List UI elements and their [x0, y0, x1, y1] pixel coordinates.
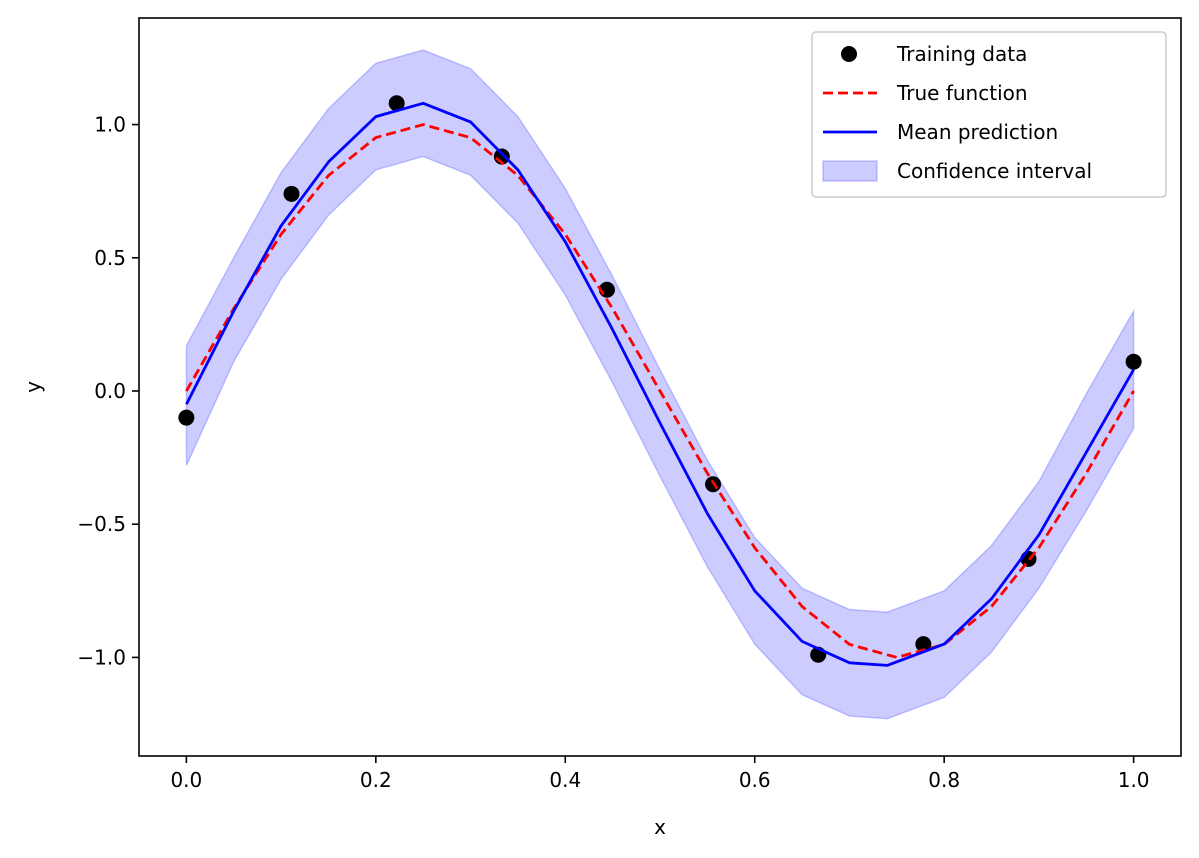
legend-label: Mean prediction — [897, 120, 1058, 144]
y-tick-label: −0.5 — [77, 512, 126, 536]
y-tick-label: 1.0 — [94, 113, 126, 137]
legend-marker-confidence-interval — [822, 160, 878, 182]
plot-area — [178, 49, 1142, 720]
y-tick-label: 0.5 — [94, 246, 126, 270]
true-function-line — [185, 123, 1135, 659]
y-axis-label: y — [21, 381, 45, 393]
x-axis-label: x — [654, 815, 666, 839]
x-tick-label: 0.2 — [360, 768, 392, 792]
axes-frame — [138, 17, 1182, 757]
legend-label: True function — [896, 81, 1028, 105]
training-data-point — [1125, 353, 1142, 370]
y-tick-label: 0.0 — [94, 379, 126, 403]
axis-ticks: 0.0 0.2 0.4 0.6 0.8 1.0 −1.0 −0.5 0.0 0.5 1.0 — [77, 113, 1149, 792]
x-tick-label: 0.8 — [928, 768, 960, 792]
x-tick-label: 0.6 — [739, 768, 771, 792]
training-data-point — [915, 636, 932, 653]
y-tick-label: −1.0 — [77, 645, 126, 669]
x-tick-label: 0.0 — [170, 768, 202, 792]
legend-label: Confidence interval — [897, 159, 1092, 183]
legend: Training data True function Mean predictio… — [811, 31, 1167, 198]
legend-label: Training data — [896, 42, 1027, 66]
training-data-point — [178, 409, 195, 426]
x-tick-label: 1.0 — [1118, 768, 1150, 792]
legend-box — [811, 31, 1167, 198]
training-data-point — [388, 95, 405, 112]
mean-prediction-line — [185, 101, 1135, 667]
legend-marker-training-data — [841, 46, 857, 62]
confidence-interval-band — [185, 49, 1135, 720]
training-data-point — [283, 185, 300, 202]
x-tick-label: 0.4 — [549, 768, 581, 792]
